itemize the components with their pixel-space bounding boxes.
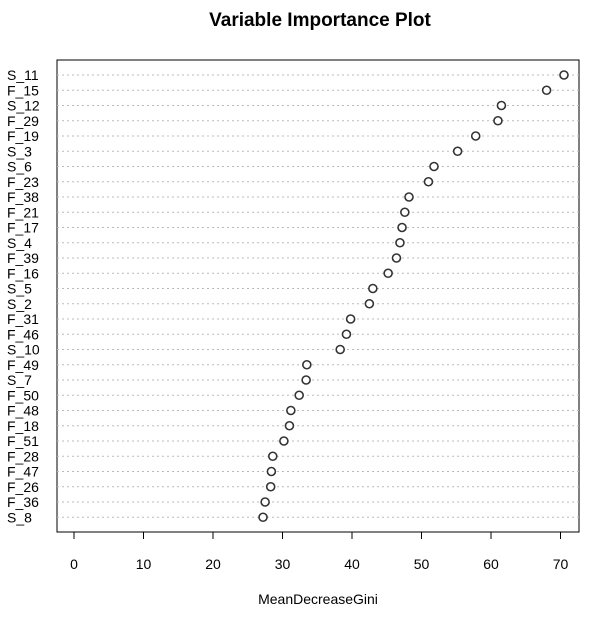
variable-label: F_51 bbox=[7, 433, 39, 449]
data-point bbox=[267, 451, 278, 462]
x-axis: 0 10 20 30 40 50 60 70 bbox=[70, 531, 569, 572]
variable-label: F_21 bbox=[7, 204, 39, 220]
variable-label: F_16 bbox=[7, 265, 39, 281]
data-point bbox=[301, 375, 311, 385]
points bbox=[258, 70, 569, 523]
variable-label: F_36 bbox=[7, 494, 39, 510]
gridlines bbox=[57, 74, 579, 518]
x-tick-label: 50 bbox=[414, 556, 430, 572]
x-axis-label: MeanDecreaseGini bbox=[258, 591, 378, 607]
data-point bbox=[395, 237, 405, 248]
data-point bbox=[368, 283, 378, 294]
data-point bbox=[496, 100, 507, 111]
data-point bbox=[383, 268, 393, 279]
data-point bbox=[260, 497, 270, 507]
variable-label: S_7 bbox=[7, 372, 32, 388]
variable-label: F_31 bbox=[7, 311, 39, 327]
variable-labels: S_11F_15S_12F_29F_19S_3S_6F_23F_38F_21F_… bbox=[7, 67, 40, 525]
variable-label: F_46 bbox=[7, 326, 39, 342]
variable-label: F_29 bbox=[7, 113, 39, 129]
plot-frame bbox=[56, 59, 580, 533]
variable-label: F_49 bbox=[7, 357, 39, 373]
variable-label: F_19 bbox=[7, 128, 39, 144]
variable-label: F_47 bbox=[7, 464, 39, 480]
variable-label: F_23 bbox=[7, 174, 39, 190]
data-point bbox=[493, 115, 503, 126]
x-tick-label: 60 bbox=[483, 556, 499, 572]
variable-label: S_12 bbox=[7, 98, 40, 114]
data-point bbox=[470, 131, 481, 141]
variable-label: S_3 bbox=[7, 143, 32, 159]
data-point bbox=[404, 192, 414, 202]
data-point bbox=[335, 344, 345, 355]
variable-label: S_5 bbox=[7, 281, 32, 297]
data-point bbox=[423, 176, 434, 187]
variable-label: F_39 bbox=[7, 250, 39, 266]
data-point bbox=[294, 390, 304, 401]
data-point bbox=[258, 512, 268, 523]
data-point bbox=[541, 85, 552, 96]
variable-label: F_48 bbox=[7, 403, 39, 419]
variable-label: F_17 bbox=[7, 220, 39, 236]
data-point bbox=[400, 207, 410, 218]
data-point bbox=[302, 359, 312, 370]
data-point bbox=[266, 466, 277, 477]
data-point bbox=[341, 329, 352, 340]
variable-label: S_6 bbox=[7, 159, 32, 175]
x-tick-label: 20 bbox=[205, 556, 221, 572]
data-point bbox=[397, 222, 407, 233]
variable-label: F_15 bbox=[7, 82, 39, 98]
data-point bbox=[559, 70, 569, 80]
data-point bbox=[279, 436, 289, 446]
data-point bbox=[391, 253, 402, 263]
variable-label: S_11 bbox=[7, 67, 39, 83]
data-point bbox=[286, 405, 296, 416]
variable-label: F_18 bbox=[7, 418, 39, 434]
x-tick-label: 0 bbox=[70, 556, 78, 572]
variable-label: S_4 bbox=[7, 235, 32, 251]
x-tick-label: 30 bbox=[275, 556, 291, 572]
data-point bbox=[284, 420, 295, 431]
variable-label: S_2 bbox=[7, 296, 32, 312]
variable-label: F_28 bbox=[7, 448, 39, 464]
data-point bbox=[265, 481, 276, 492]
chart-title: Variable Importance Plot bbox=[209, 10, 431, 31]
variable-label: F_38 bbox=[7, 189, 39, 205]
variable-label: S_10 bbox=[7, 342, 40, 358]
data-point bbox=[429, 161, 439, 172]
x-tick-label: 40 bbox=[344, 556, 360, 572]
x-tick-label: 70 bbox=[553, 556, 569, 572]
data-point bbox=[345, 314, 356, 324]
data-point bbox=[364, 298, 375, 309]
variable-label: F_26 bbox=[7, 479, 39, 495]
data-point bbox=[452, 146, 463, 157]
variable-label: S_8 bbox=[7, 509, 32, 525]
variable-label: F_50 bbox=[7, 387, 39, 403]
x-tick-label: 10 bbox=[136, 556, 152, 572]
